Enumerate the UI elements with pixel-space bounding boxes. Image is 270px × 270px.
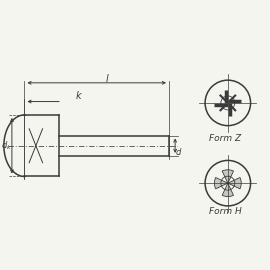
- Polygon shape: [214, 177, 228, 189]
- Polygon shape: [222, 183, 234, 197]
- Text: $d_k$: $d_k$: [1, 139, 12, 152]
- Text: $d$: $d$: [175, 146, 183, 157]
- Polygon shape: [228, 177, 241, 189]
- Text: Form Z: Form Z: [209, 134, 241, 143]
- Text: Form H: Form H: [209, 207, 242, 216]
- Text: k: k: [75, 91, 81, 101]
- Text: l: l: [106, 74, 109, 84]
- Polygon shape: [222, 170, 234, 183]
